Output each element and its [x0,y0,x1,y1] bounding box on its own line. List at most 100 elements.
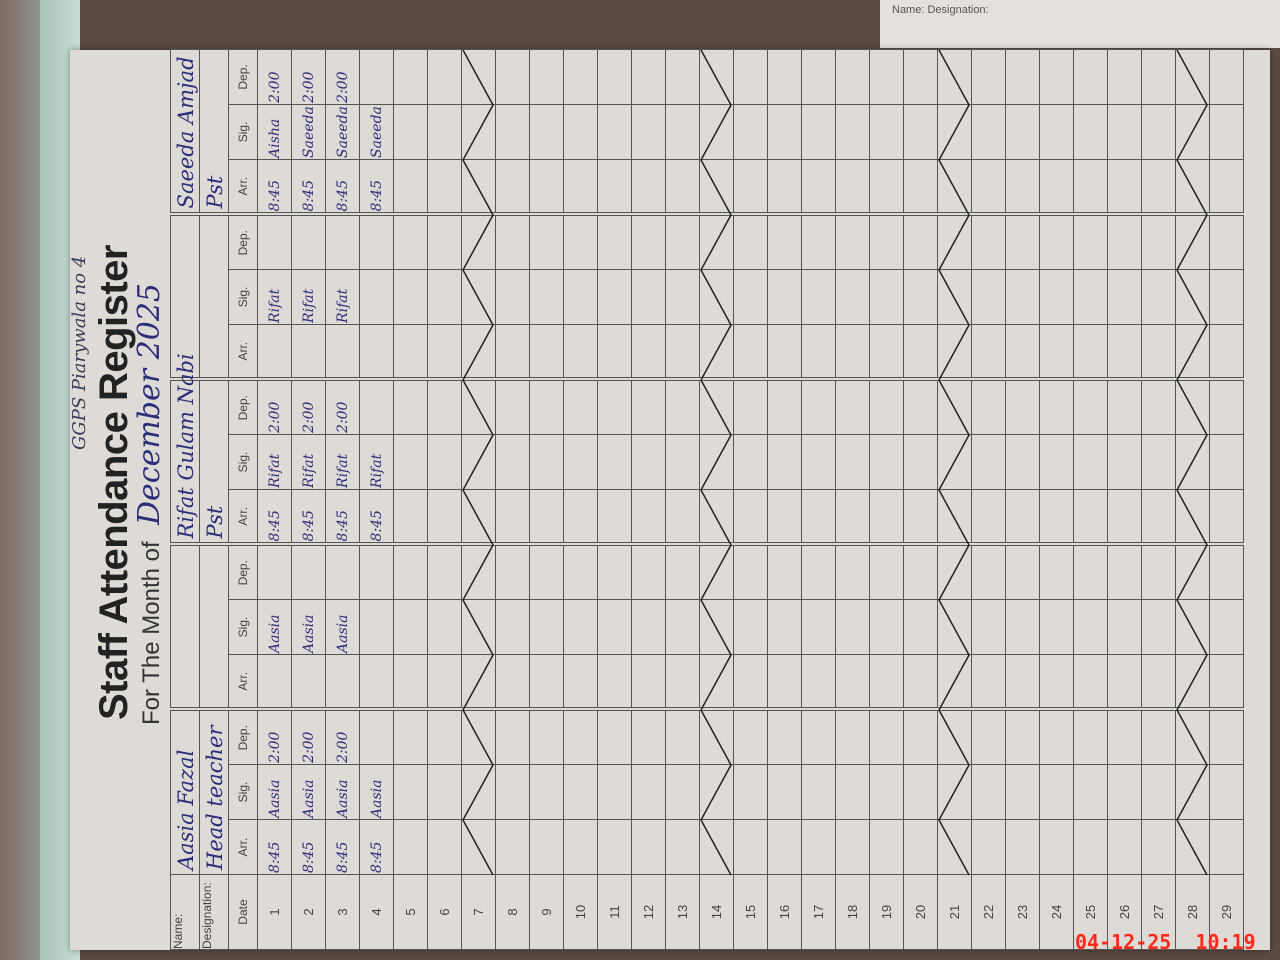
signature-cell [903,434,938,490]
arrival-cell [1209,654,1244,710]
school-note: GGPS Piarywala no 4 [69,255,90,450]
date-cell: 11 [597,874,632,950]
departure-cell [529,709,564,765]
arrival-cell [393,489,428,545]
arrival-cell [529,654,564,710]
arrival-cell [937,489,972,545]
departure-cell [461,544,496,600]
departure-cell [495,49,530,105]
signature-cell [937,764,972,820]
departure-cell [1209,544,1244,600]
arrival-cell [699,324,734,380]
signature-cell [835,269,870,325]
teacher-designation-cell: Pst [199,379,229,545]
date-row: 24 [1039,49,1074,950]
signature-cell [665,764,700,820]
departure-cell [1175,379,1210,435]
departure-cell [563,709,598,765]
signature-cell [461,434,496,490]
date-row: 9 [529,49,564,950]
arrival-cell [495,819,530,875]
departure-cell [359,379,394,435]
departure-cell [767,214,802,270]
signature-cell [835,764,870,820]
departure-cell [665,544,700,600]
arrival-cell [631,159,666,215]
departure-cell [1141,214,1176,270]
arrival-cell [733,159,768,215]
arrival-cell [937,819,972,875]
date-row: 10 [563,49,598,950]
departure-cell [869,709,904,765]
departure-cell [1175,544,1210,600]
arrival-cell [529,324,564,380]
arrival-cell [767,324,802,380]
arrival-cell [1073,489,1108,545]
arrival-cell [563,654,598,710]
signature-cell [1073,764,1108,820]
signature-cell [699,104,734,160]
arrival-cell [733,819,768,875]
signature-cell: Rifat [291,434,326,490]
departure-cell [801,49,836,105]
signature-cell [393,434,428,490]
signature-cell [1175,104,1210,160]
teacher-designation-cell: Head teacher [199,709,229,875]
departure-cell [427,49,462,105]
arrival-cell: 8:45 [291,489,326,545]
date-cell: 1 [257,874,292,950]
arrival-cell [665,819,700,875]
arrival-cell [427,654,462,710]
date-row: 8 [495,49,530,950]
signature-cell [597,599,632,655]
signature-cell [563,764,598,820]
signature-cell: Rifat [359,434,394,490]
arrival-cell [597,324,632,380]
departure-cell [393,544,428,600]
date-cell: 24 [1039,874,1074,950]
arrival-cell [1141,489,1176,545]
arrival-cell [529,489,564,545]
departure-cell: 2:00 [291,709,326,765]
date-row: 20 [903,49,938,950]
signature-cell [971,269,1006,325]
arrival-cell [971,159,1006,215]
arrival-cell [733,654,768,710]
arrival-cell [1005,324,1040,380]
signature-cell [631,599,666,655]
signature-cell: Aasia [325,599,360,655]
signature-cell [699,599,734,655]
departure-cell [1005,544,1040,600]
signature-cell [495,269,530,325]
signature-cell [1073,104,1108,160]
arrival-cell [631,654,666,710]
designation-row: Designation: Head teacher Pst Pst [199,49,229,950]
signature-cell [1073,599,1108,655]
arrival-cell [835,159,870,215]
signature-cell [903,599,938,655]
arrival-cell [427,819,462,875]
arrival-cell: 8:45 [325,159,360,215]
date-row: 3 8:45 Aasia 2:00 Aasia 8:45 Rifat 2:00 Rifat 8:4… [325,49,360,950]
arrival-cell [665,159,700,215]
departure-cell [903,709,938,765]
arrival-cell [665,489,700,545]
arrival-cell [835,489,870,545]
departure-cell [393,49,428,105]
date-row: 22 [971,49,1006,950]
arrival-cell [903,654,938,710]
departure-cell [699,709,734,765]
arrival-cell: 8:45 [359,489,394,545]
departure-cell [869,544,904,600]
departure-cell [1005,214,1040,270]
date-row: 1 8:45 Aasia 2:00 Aasia 8:45 Rifat 2:00 Rifat 8:4… [257,49,292,950]
departure-cell [903,214,938,270]
departure-cell [359,709,394,765]
arrival-cell [1039,489,1074,545]
departure-cell [1039,214,1074,270]
signature-cell [1039,764,1074,820]
signature-cell [495,104,530,160]
register-page: GGPS Piarywala no 4 Staff Attendance Reg… [69,49,1270,950]
signature-cell [1039,599,1074,655]
arrival-cell [1005,654,1040,710]
